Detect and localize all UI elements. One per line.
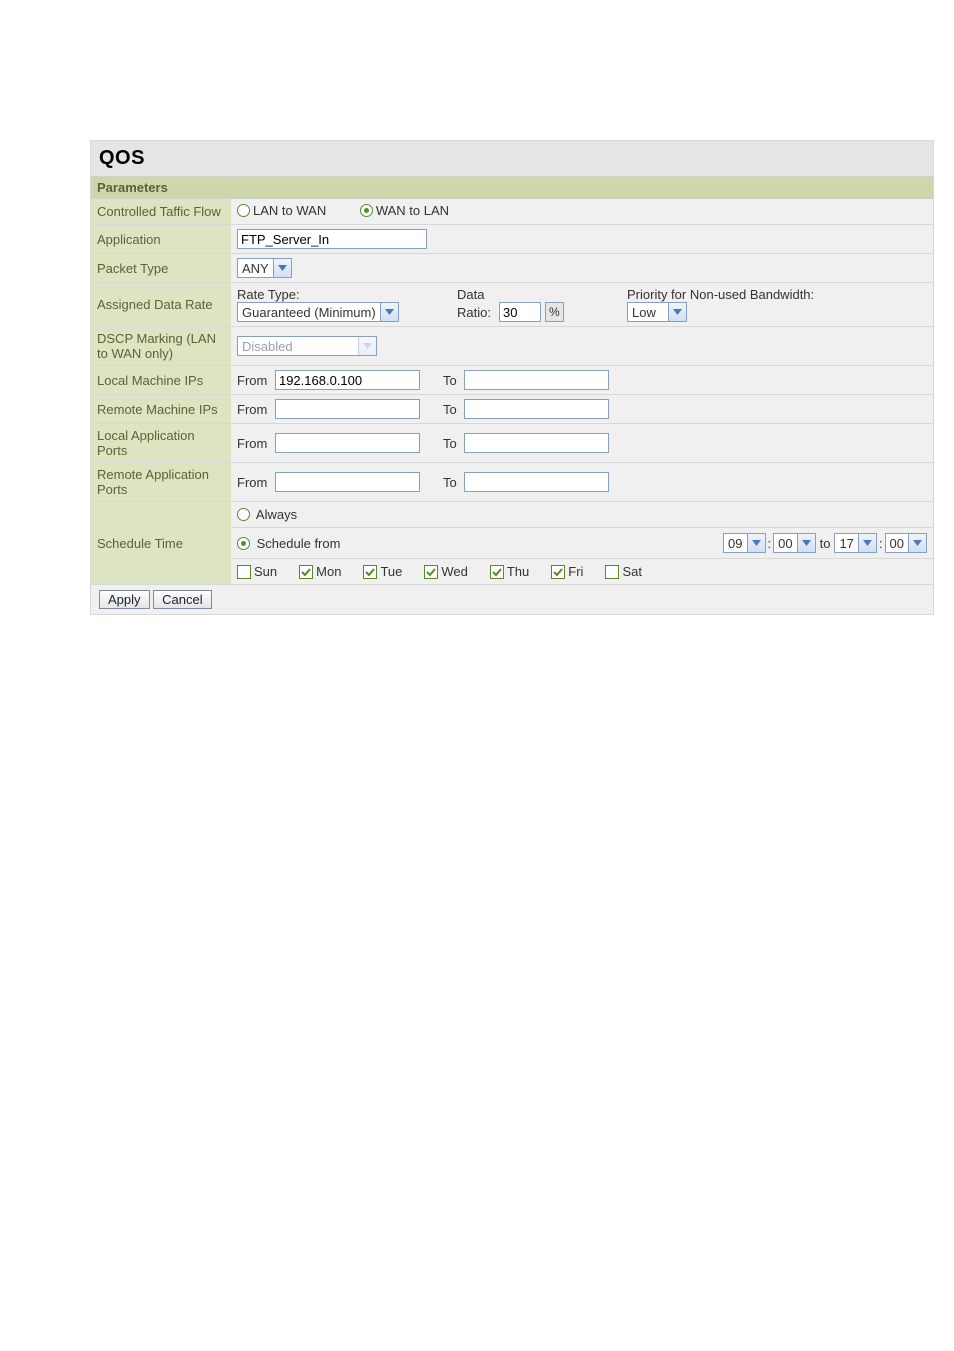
remote-ports-from-input[interactable] <box>275 472 420 492</box>
packet-type-select[interactable]: ANY <box>237 258 292 278</box>
chevron-down-icon <box>908 534 926 552</box>
day-label-wed: Wed <box>441 564 468 579</box>
page-title: QOS <box>91 141 933 177</box>
day-checkbox-thu[interactable] <box>490 565 504 579</box>
chevron-down-icon <box>380 303 398 321</box>
remote-ips-from-label: From <box>237 402 267 417</box>
day-checkbox-sat[interactable] <box>605 565 619 579</box>
day-checkbox-tue[interactable] <box>363 565 377 579</box>
local-ports-from-label: From <box>237 436 267 451</box>
apply-button[interactable]: Apply <box>99 590 150 609</box>
radio-wan-to-lan[interactable] <box>360 204 373 217</box>
application-input[interactable] <box>237 229 427 249</box>
chevron-down-icon <box>273 259 291 277</box>
rate-type-value: Guaranteed (Minimum) <box>238 303 380 321</box>
from-min-select[interactable]: 00 <box>773 533 815 553</box>
schedule-time-label: Schedule Time <box>91 502 231 585</box>
day-label-thu: Thu <box>507 564 529 579</box>
always-label: Always <box>256 507 297 522</box>
local-ips-to-label: To <box>443 373 457 388</box>
from-hour-select[interactable]: 09 <box>723 533 765 553</box>
radio-lan-to-wan-label: LAN to WAN <box>253 203 326 218</box>
chevron-down-icon <box>747 534 765 552</box>
day-label-fri: Fri <box>568 564 583 579</box>
from-min-value: 00 <box>774 534 796 552</box>
local-ips-from-label: From <box>237 373 267 388</box>
local-ports-to-label: To <box>443 436 457 451</box>
remote-ports-to-label: To <box>443 475 457 490</box>
footer-row: Apply Cancel <box>91 585 933 614</box>
day-checkbox-fri[interactable] <box>551 565 565 579</box>
local-ports-from-input[interactable] <box>275 433 420 453</box>
day-checkbox-wed[interactable] <box>424 565 438 579</box>
chevron-down-icon <box>797 534 815 552</box>
packet-type-label: Packet Type <box>91 254 231 283</box>
parameters-table: Controlled Taffic Flow LAN to WAN WAN to… <box>91 199 933 585</box>
day-label-sat: Sat <box>622 564 642 579</box>
parameters-header: Parameters <box>91 177 933 199</box>
priority-value: Low <box>628 303 668 321</box>
time-sep-2: : <box>879 536 883 551</box>
percent-unit: % <box>545 302 564 322</box>
chevron-down-icon <box>668 303 686 321</box>
dscp-label: DSCP Marking (LAN to WAN only) <box>91 327 231 366</box>
dscp-select: Disabled <box>237 336 377 356</box>
day-label-tue: Tue <box>380 564 402 579</box>
dscp-value: Disabled <box>238 337 358 355</box>
to-min-value: 00 <box>886 534 908 552</box>
data-ratio-label-a: Data <box>457 287 613 302</box>
from-hour-value: 09 <box>724 534 746 552</box>
to-hour-value: 17 <box>835 534 857 552</box>
radio-schedule-from[interactable] <box>237 537 250 550</box>
remote-ips-from-input[interactable] <box>275 399 420 419</box>
radio-wan-to-lan-label: WAN to LAN <box>376 203 449 218</box>
local-ips-label: Local Machine IPs <box>91 366 231 395</box>
remote-ips-to-label: To <box>443 402 457 417</box>
priority-select[interactable]: Low <box>627 302 687 322</box>
rate-type-label: Rate Type: <box>237 287 443 302</box>
schedule-from-label: Schedule from <box>257 536 341 551</box>
radio-lan-to-wan[interactable] <box>237 204 250 217</box>
local-ips-to-input[interactable] <box>464 370 609 390</box>
local-ports-to-input[interactable] <box>464 433 609 453</box>
chevron-down-icon <box>858 534 876 552</box>
cancel-button[interactable]: Cancel <box>153 590 211 609</box>
day-label-mon: Mon <box>316 564 341 579</box>
radio-always[interactable] <box>237 508 250 521</box>
time-sep-1: : <box>768 536 772 551</box>
local-ips-from-input[interactable] <box>275 370 420 390</box>
to-sep-label: to <box>820 536 831 551</box>
to-min-select[interactable]: 00 <box>885 533 927 553</box>
packet-type-value: ANY <box>238 259 273 277</box>
assigned-data-rate-label: Assigned Data Rate <box>91 283 231 327</box>
remote-ports-label: Remote Application Ports <box>91 463 231 502</box>
day-checkbox-sun[interactable] <box>237 565 251 579</box>
rate-type-select[interactable]: Guaranteed (Minimum) <box>237 302 399 322</box>
remote-ports-from-label: From <box>237 475 267 490</box>
application-label: Application <box>91 225 231 254</box>
remote-ports-to-input[interactable] <box>464 472 609 492</box>
priority-label: Priority for Non-used Bandwidth: <box>627 287 814 302</box>
local-ports-label: Local Application Ports <box>91 424 231 463</box>
data-ratio-label-b: Ratio: <box>457 305 491 320</box>
qos-panel: QOS Parameters Controlled Taffic Flow LA… <box>90 140 934 615</box>
chevron-down-icon <box>358 337 376 355</box>
data-ratio-input[interactable] <box>499 302 541 322</box>
to-hour-select[interactable]: 17 <box>834 533 876 553</box>
remote-ips-label: Remote Machine IPs <box>91 395 231 424</box>
remote-ips-to-input[interactable] <box>464 399 609 419</box>
controlled-traffic-label: Controlled Taffic Flow <box>91 199 231 225</box>
day-checkbox-mon[interactable] <box>299 565 313 579</box>
day-label-sun: Sun <box>254 564 277 579</box>
